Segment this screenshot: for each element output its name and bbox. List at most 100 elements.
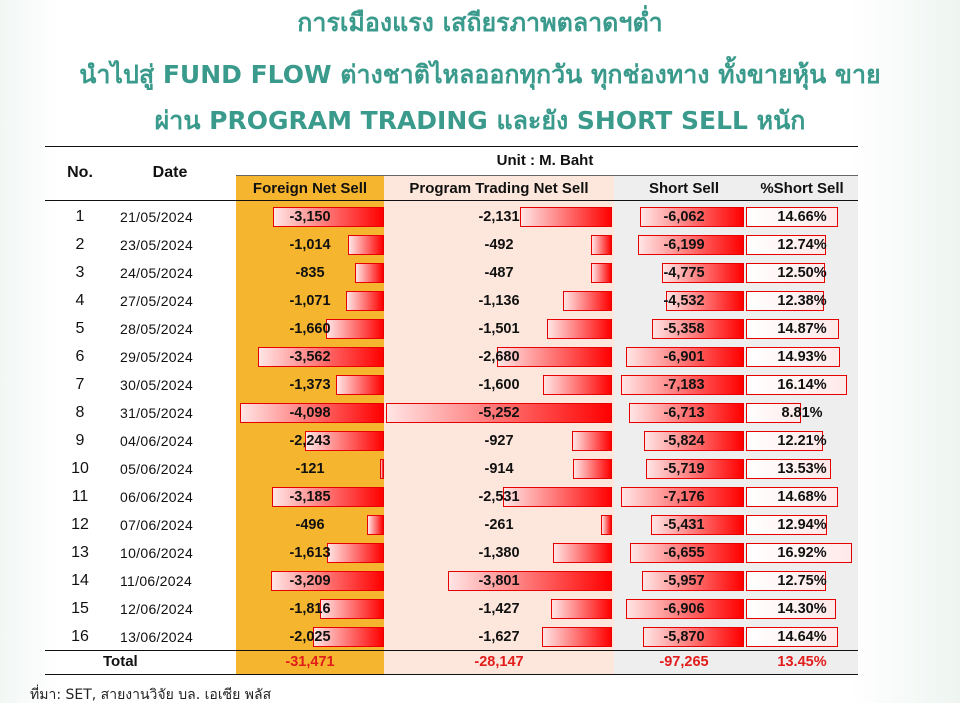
program-bar	[553, 543, 612, 563]
table-row: 2 23/05/2024 -1,014 -492 -6,199 12.74%	[45, 231, 858, 259]
program-bar	[551, 599, 612, 619]
short-bar	[626, 599, 744, 619]
table-row: 14 11/06/2024 -3,209 -3,801 -5,957 12.75%	[45, 567, 858, 595]
foreign-value: -1,373	[289, 377, 331, 393]
table-row: 9 04/06/2024 -2,243 -927 -5,824 12.21%	[45, 427, 858, 455]
foreign-bar	[313, 627, 384, 647]
short-value: -6,062	[663, 209, 705, 225]
short-value: -6,199	[663, 237, 705, 253]
row-date: 11/06/2024	[120, 573, 193, 589]
foreign-value: -3,562	[289, 349, 331, 365]
pct-value: 13.53%	[777, 461, 827, 477]
foreign-bar	[336, 375, 384, 395]
pct-bar	[746, 543, 852, 563]
program-value: -1,427	[478, 601, 520, 617]
program-bar	[520, 207, 612, 227]
foreign-bar	[272, 487, 384, 507]
row-date: 21/05/2024	[120, 209, 194, 225]
foreign-value: -496	[295, 517, 325, 533]
program-bar	[543, 375, 612, 395]
program-value: -1,627	[478, 629, 520, 645]
title-line-3: ผ่าน PROGRAM TRADING และยัง SHORT SELL ห…	[154, 106, 806, 135]
foreign-value: -1,071	[289, 293, 331, 309]
program-value: -261	[484, 517, 514, 533]
background-right	[850, 0, 960, 703]
short-bar	[640, 207, 744, 227]
pct-value: 16.14%	[777, 377, 827, 393]
foreign-value: -1,660	[289, 321, 331, 337]
foreign-value: -3,185	[289, 489, 331, 505]
program-value: -1,136	[478, 293, 520, 309]
foreign-bar	[346, 291, 384, 311]
short-bar	[652, 319, 744, 339]
row-no: 9	[75, 432, 85, 449]
pct-value: 12.94%	[777, 517, 827, 533]
short-value: -6,901	[663, 349, 705, 365]
program-value: -2,680	[478, 349, 520, 365]
foreign-bar	[305, 431, 384, 451]
pct-value: 12.21%	[777, 433, 827, 449]
table-row: 3 24/05/2024 -835 -487 -4,775 12.50%	[45, 259, 858, 287]
table-row: 12 07/06/2024 -496 -261 -5,431 12.94%	[45, 511, 858, 539]
short-value: -4,532	[663, 293, 705, 309]
total-row: Total -31,471 -28,147 -97,265 13.45%	[45, 650, 858, 674]
program-value: -2,531	[478, 489, 520, 505]
pct-value: 12.75%	[777, 573, 827, 589]
header-bottom-rule	[45, 200, 858, 201]
table-row: 8 31/05/2024 -4,098 -5,252 -6,713 8.81%	[45, 399, 858, 427]
program-bar	[572, 431, 612, 451]
pct-value: 12.74%	[777, 237, 827, 253]
foreign-bar	[348, 235, 384, 255]
header-pct: %Short Sell	[760, 180, 844, 197]
program-value: -487	[484, 265, 514, 281]
short-value: -5,719	[663, 461, 705, 477]
row-no: 1	[75, 208, 85, 225]
row-no: 7	[75, 376, 85, 393]
short-bar	[626, 347, 744, 367]
foreign-value: -121	[295, 461, 325, 477]
title-line-2: นำไปสู่ FUND FLOW ต่างชาติไหลออกทุกวัน ท…	[79, 60, 881, 89]
short-bar	[643, 627, 744, 647]
program-value: -914	[484, 461, 514, 477]
header-unit: Unit : M. Baht	[496, 152, 594, 169]
pct-bar	[746, 515, 827, 535]
row-no: 5	[75, 320, 85, 337]
total-short: -97,265	[659, 654, 709, 670]
unit-rule	[236, 175, 858, 176]
table-row: 10 05/06/2024 -121 -914 -5,719 13.53%	[45, 455, 858, 483]
pct-bar	[746, 347, 840, 367]
row-date: 07/06/2024	[120, 517, 194, 533]
program-bar	[542, 627, 612, 647]
row-no: 12	[71, 516, 89, 533]
header-date: Date	[152, 164, 188, 181]
program-bar	[591, 263, 612, 283]
pct-value: 12.50%	[777, 265, 827, 281]
row-no: 13	[71, 544, 89, 561]
pct-bar	[746, 235, 826, 255]
foreign-bar	[367, 515, 384, 535]
total-foreign: -31,471	[285, 654, 335, 670]
program-value: -1,380	[478, 545, 520, 561]
short-bar	[651, 515, 744, 535]
short-value: -5,957	[663, 573, 705, 589]
short-bar	[621, 375, 744, 395]
table-row: 6 29/05/2024 -3,562 -2,680 -6,901 14.93%	[45, 343, 858, 371]
short-value: -5,431	[663, 517, 705, 533]
row-no: 11	[71, 488, 89, 505]
foreign-value: -2,243	[289, 433, 331, 449]
short-value: -6,906	[663, 601, 705, 617]
pct-value: 14.66%	[777, 209, 827, 225]
short-bar	[646, 459, 744, 479]
foreign-bar	[240, 403, 384, 423]
pct-value: 14.87%	[777, 321, 827, 337]
program-value: -1,600	[478, 377, 520, 393]
row-date: 28/05/2024	[120, 321, 194, 337]
table-row: 1 21/05/2024 -3,150 -2,131 -6,062 14.66%	[45, 203, 858, 231]
table-top-rule	[45, 146, 858, 147]
foreign-value: -1,816	[289, 601, 331, 617]
pct-bar	[746, 263, 825, 283]
total-label: Total	[103, 653, 138, 670]
program-value: -5,252	[478, 405, 520, 421]
foreign-value: -3,209	[289, 573, 331, 589]
program-bar	[591, 235, 612, 255]
